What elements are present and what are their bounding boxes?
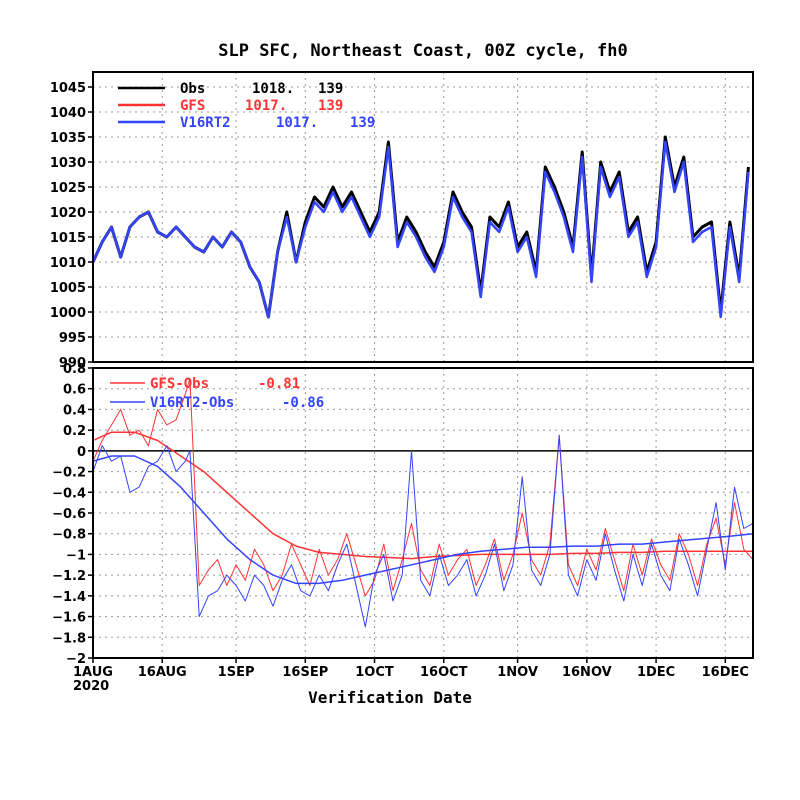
top-legend-count-1: 139 — [318, 98, 343, 114]
top-legend-label-1: GFS — [180, 98, 205, 114]
bottom-y-tick-label-13: 0.6 — [63, 383, 86, 398]
chart-title: SLP SFC, Northeast Coast, 00Z cycle, fh0 — [218, 41, 627, 61]
top-y-tick-label-10: 1040 — [50, 106, 86, 121]
bottom-y-tick-label-2: −1.6 — [52, 611, 86, 626]
bottom-y-tick-label-5: −1 — [66, 548, 86, 563]
bottom-panel-series — [92, 377, 754, 628]
x-tick-label-7: 16NOV — [562, 665, 612, 680]
x-tick-label-5: 16OCT — [420, 665, 468, 680]
top-legend-count-0: 139 — [318, 81, 343, 97]
top-panel-series — [91, 135, 750, 319]
top-y-tick-label-11: 1045 — [50, 81, 86, 96]
x-axis-label: Verification Date — [308, 688, 472, 707]
top-panel-grid — [92, 72, 753, 363]
bottom-series-line-3 — [92, 455, 754, 585]
bottom-y-tick-label-1: −1.8 — [52, 631, 86, 646]
bottom-legend: GFS-Obs -0.81 V16RT2-Obs -0.86 — [110, 376, 324, 411]
top-y-tick-label-8: 1030 — [50, 156, 86, 171]
bottom-y-tick-label-3: −1.4 — [52, 590, 86, 605]
top-y-tick-label-0: 990 — [59, 356, 86, 371]
top-series-line-v16rt2 — [91, 140, 750, 319]
top-legend-label-2: V16RT2 — [180, 115, 231, 131]
bottom-legend-label-0: GFS-Obs — [150, 376, 209, 392]
top-y-tick-label-3: 1005 — [50, 281, 86, 296]
bottom-series-line-1 — [92, 431, 753, 560]
top-legend-count-2: 139 — [350, 115, 375, 131]
bottom-y-tick-label-12: 0.4 — [63, 403, 86, 418]
x-tick-label-2: 1SEP — [218, 665, 255, 680]
top-y-tick-label-9: 1035 — [50, 131, 86, 146]
top-y-axis: 990 995 1000 1005 1010 1015 1020 1025 1030 1035 10… — [50, 81, 93, 371]
x-tick-label-0: 1AUG — [73, 665, 113, 680]
bottom-y-tick-label-9: −0.2 — [52, 466, 86, 481]
bottom-y-axis: −2 −1.8 −1.6 −1.4 −1.2 −1 −0.8 −0.6 −0.4 −0.2 0 0.2… — [52, 362, 93, 667]
x-tick-label-4: 1OCT — [355, 665, 394, 680]
bottom-y-tick-label-0: −2 — [66, 652, 86, 667]
bottom-y-tick-label-6: −0.8 — [52, 528, 86, 543]
top-y-tick-label-4: 1010 — [50, 256, 86, 271]
x-tick-label-8: 1DEC — [637, 665, 675, 680]
top-legend-label-0: Obs — [180, 81, 205, 97]
top-legend-stat-0: 1018. — [252, 81, 294, 97]
bottom-series-line-2 — [92, 434, 754, 628]
bottom-y-tick-label-8: −0.4 — [52, 486, 86, 501]
bottom-y-tick-label-7: −0.6 — [52, 507, 86, 522]
top-y-tick-label-7: 1025 — [50, 181, 86, 196]
top-panel-frame — [92, 71, 754, 363]
top-y-tick-label-1: 995 — [59, 331, 86, 346]
bottom-legend-stat-1: -0.86 — [282, 395, 324, 411]
top-legend-stat-1: 1017. — [245, 98, 287, 114]
x-tick-label-6: 1NOV — [497, 665, 538, 680]
top-y-tick-label-6: 1020 — [50, 206, 86, 221]
bottom-y-tick-label-11: 0.2 — [63, 424, 86, 439]
bottom-y-tick-label-4: −1.2 — [52, 569, 86, 584]
bottom-legend-label-1: V16RT2-Obs — [150, 395, 234, 411]
top-y-tick-label-5: 1015 — [50, 231, 86, 246]
top-y-tick-label-2: 1000 — [50, 306, 86, 321]
bottom-series-line-0 — [92, 377, 754, 597]
x-tick-year-label: 2020 — [73, 679, 109, 694]
top-legend-stat-2: 1017. — [276, 115, 318, 131]
x-axis: 1AUG 16AUG 1SEP 16SEP 1OCT 16OCT 1NOV 16NOV 1DEC… — [73, 658, 749, 694]
x-tick-label-9: 16DEC — [702, 665, 749, 680]
x-tick-label-3: 16SEP — [282, 665, 328, 680]
bottom-y-tick-label-10: 0 — [77, 445, 86, 460]
bottom-y-tick-label-14: 0.8 — [63, 362, 86, 377]
bottom-legend-stat-0: -0.81 — [258, 376, 300, 392]
x-tick-label-1: 16AUG — [138, 665, 187, 680]
